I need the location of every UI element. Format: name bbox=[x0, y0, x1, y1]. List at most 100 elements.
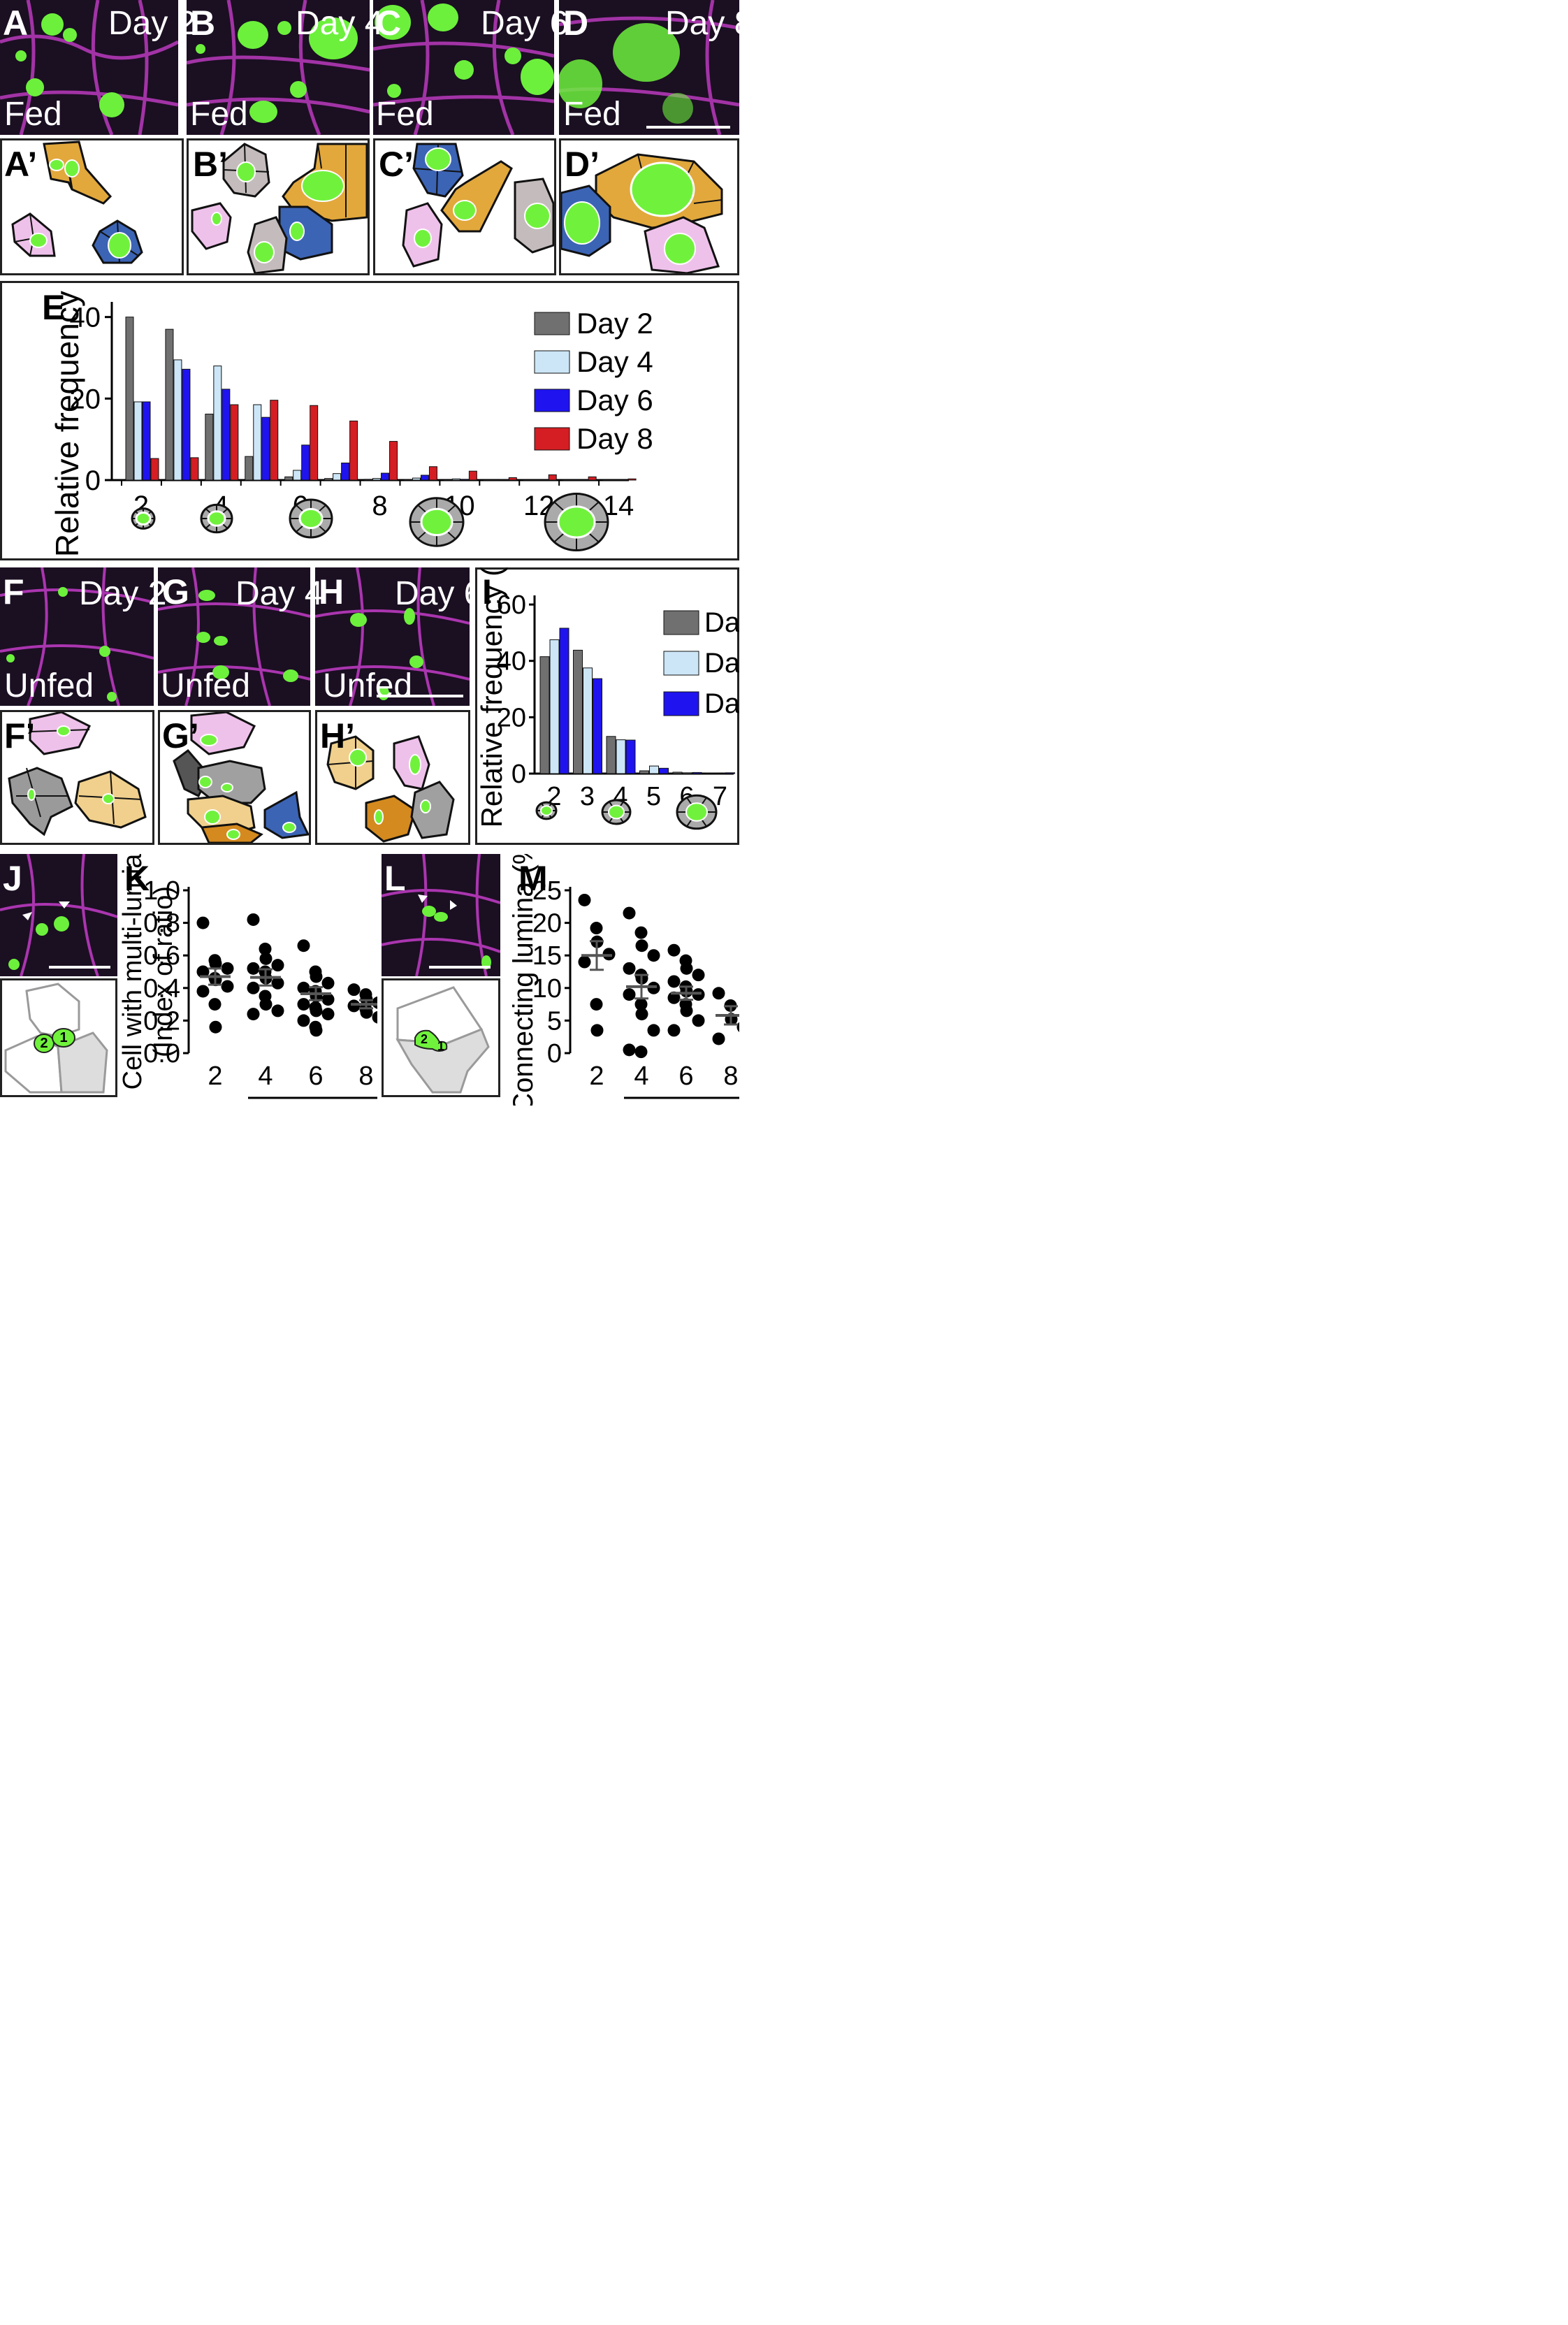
panel-label-c-prime: C’ bbox=[379, 145, 414, 184]
bar bbox=[333, 473, 342, 481]
day-label-d: Day 8 bbox=[665, 5, 753, 42]
y-tick-label: 1.0 bbox=[143, 876, 180, 906]
schematic-f-prime bbox=[0, 710, 154, 845]
legend-swatch bbox=[663, 691, 699, 716]
panel-label-i: I bbox=[482, 572, 492, 611]
y-axis-label-units: (Index of ratio) bbox=[149, 886, 178, 1057]
panel-label-h-prime: H’ bbox=[320, 716, 355, 755]
data-point bbox=[590, 1024, 604, 1037]
y-tick-label: 25 bbox=[532, 876, 562, 906]
data-point bbox=[247, 913, 260, 926]
bar bbox=[341, 463, 350, 481]
bar bbox=[692, 772, 702, 774]
bar bbox=[593, 678, 602, 774]
bar bbox=[523, 479, 532, 481]
data-point bbox=[297, 998, 310, 1011]
y-tick-label: 0.6 bbox=[143, 941, 180, 971]
x-tick-label: 7 bbox=[713, 782, 727, 811]
panel-label-m: M bbox=[518, 859, 548, 898]
panel-label-e: E bbox=[42, 288, 66, 327]
schematic-g-prime bbox=[158, 710, 311, 845]
day-label-g: Day 4 bbox=[235, 575, 324, 612]
data-point bbox=[209, 1020, 222, 1034]
y-axis-label: Relative frequency (%) bbox=[475, 567, 508, 827]
data-point bbox=[247, 981, 260, 994]
x-tick-label: 2 bbox=[589, 1062, 604, 1091]
bar bbox=[205, 414, 214, 481]
bar bbox=[571, 479, 580, 481]
data-point bbox=[259, 952, 273, 965]
data-point bbox=[372, 996, 377, 1009]
bar bbox=[619, 479, 628, 481]
y-tick-label: 40 bbox=[70, 303, 101, 333]
data-point bbox=[221, 962, 234, 975]
panel-label-f: F bbox=[3, 572, 24, 611]
legend-swatch bbox=[663, 651, 699, 676]
cell-size-icon bbox=[676, 794, 718, 830]
data-point bbox=[310, 1024, 323, 1037]
legend-swatch bbox=[534, 350, 570, 374]
bar bbox=[531, 479, 540, 481]
data-point bbox=[647, 949, 660, 962]
bar bbox=[706, 772, 716, 774]
day-label-b: Day 4 bbox=[296, 5, 384, 42]
panel-label-f-prime: F’ bbox=[4, 716, 36, 755]
y-tick-label: 0.8 bbox=[143, 909, 180, 939]
bar bbox=[627, 478, 637, 481]
micrograph-c bbox=[373, 0, 554, 135]
data-point bbox=[634, 1045, 648, 1059]
legend-swatch bbox=[663, 610, 699, 635]
cell-size-icon bbox=[131, 507, 156, 530]
bar bbox=[579, 479, 588, 481]
panel-label-d: D bbox=[563, 3, 589, 43]
bar bbox=[508, 477, 517, 481]
panel-label-g-prime: G’ bbox=[162, 716, 199, 755]
data-point bbox=[347, 999, 361, 1013]
data-point bbox=[590, 998, 603, 1011]
bar bbox=[412, 477, 421, 481]
data-point bbox=[623, 906, 636, 920]
bar bbox=[500, 479, 509, 481]
micrograph-a-image bbox=[0, 0, 178, 135]
cell-size-icon bbox=[601, 799, 632, 825]
condition-label-g: Unfed bbox=[161, 667, 251, 704]
bar bbox=[301, 444, 310, 481]
bar bbox=[460, 479, 469, 481]
bar bbox=[372, 478, 382, 481]
data-point bbox=[590, 922, 603, 935]
bar bbox=[245, 456, 254, 481]
bar bbox=[468, 470, 477, 481]
schematic-j: 2 1 bbox=[0, 978, 117, 1097]
day-label-h: Day 6 bbox=[395, 575, 483, 612]
data-point bbox=[297, 939, 310, 953]
x-tick-label: 5 bbox=[646, 782, 661, 811]
x-tick-label: 8 bbox=[372, 491, 387, 521]
bar bbox=[443, 479, 452, 481]
bar bbox=[539, 656, 550, 774]
schematic-h-prime bbox=[315, 710, 470, 845]
schematic-b-prime bbox=[187, 138, 370, 275]
schematic-j-drawing: 2 1 bbox=[4, 983, 108, 1094]
bar bbox=[324, 478, 333, 481]
micrograph-j-image bbox=[0, 854, 117, 976]
schematic-c-prime-drawing bbox=[402, 143, 555, 268]
bar bbox=[284, 476, 293, 481]
x-tick-label: 6 bbox=[308, 1062, 323, 1091]
bar bbox=[616, 739, 626, 774]
panel-label-d-prime: D’ bbox=[565, 145, 600, 184]
bar bbox=[588, 476, 597, 481]
data-point bbox=[259, 942, 272, 955]
micrograph-d bbox=[559, 0, 739, 135]
bar bbox=[230, 404, 239, 481]
legend-label: Day 2 bbox=[704, 607, 739, 638]
micrograph-a bbox=[0, 0, 178, 135]
y-tick-label: 0 bbox=[85, 465, 101, 496]
schematic-l-drawing: 2 1 bbox=[395, 986, 490, 1094]
panel-label-l: L bbox=[384, 859, 406, 898]
panel-label-c: C bbox=[376, 3, 402, 43]
bar bbox=[125, 317, 134, 481]
data-point bbox=[196, 985, 210, 998]
data-point bbox=[623, 962, 636, 975]
condition-label-d: Fed bbox=[563, 96, 621, 133]
